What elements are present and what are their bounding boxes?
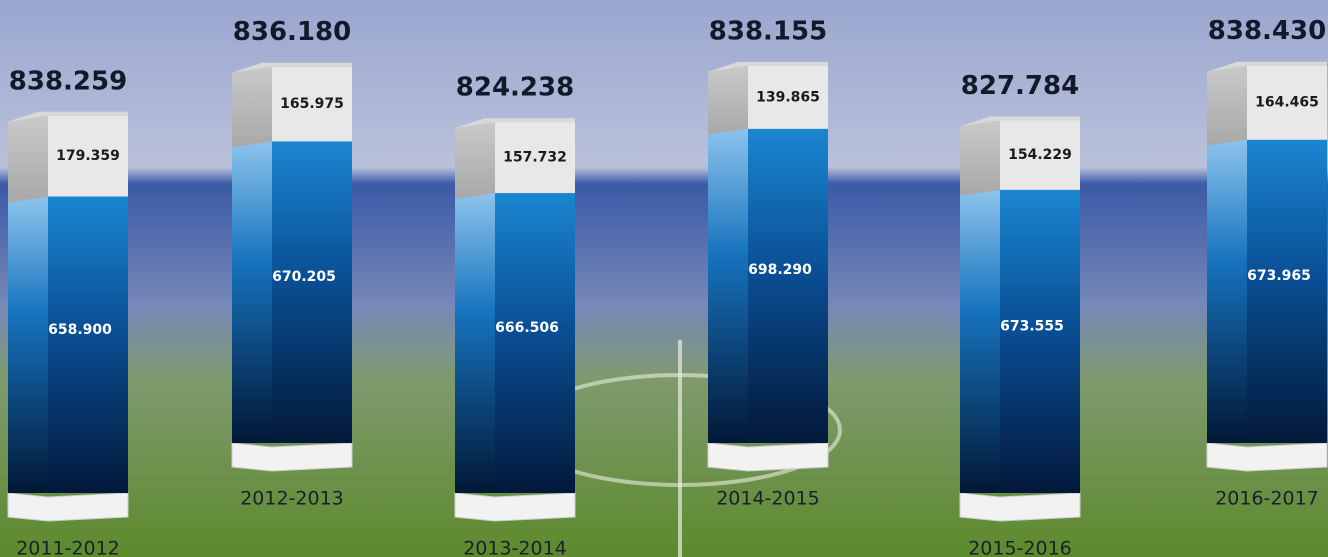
total-label: 838.259 [9, 66, 127, 96]
bar-face-left [232, 67, 272, 148]
bar-face-right [48, 196, 128, 493]
bar-face-left [1207, 66, 1247, 146]
category-label: 2013-2014 [463, 538, 567, 557]
bar-face-left [232, 141, 272, 443]
total-label: 838.155 [709, 16, 827, 46]
segment-label: 164.465 [1255, 95, 1319, 111]
segment-label: 179.359 [56, 148, 120, 164]
bar-face-right [748, 129, 828, 443]
segment-label: 165.975 [280, 96, 344, 112]
total-label: 824.238 [456, 73, 574, 103]
bar-face-right [272, 141, 352, 443]
bar-segment-blue [232, 141, 352, 443]
chart: 658.900 179.359 838.259 2011-2012 670.205 165… [0, 0, 1328, 557]
category-label: 2014-2015 [716, 488, 820, 510]
bar-base [455, 493, 575, 521]
bar-base [1207, 443, 1327, 471]
bar-face-left [708, 66, 748, 135]
bar-face-right [1247, 140, 1327, 443]
bar-face-left [1207, 140, 1247, 443]
category-label: 2012-2013 [240, 488, 344, 510]
bar-segment-blue [455, 193, 575, 493]
category-label: 2011-2012 [16, 538, 120, 557]
bar-face-right [495, 193, 575, 493]
category-label: 2015-2016 [968, 538, 1072, 557]
segment-label: 139.865 [756, 89, 820, 105]
bar-face-left [960, 120, 1000, 195]
background [0, 0, 1328, 557]
bar-face-left [8, 116, 48, 203]
bar-face-right [1000, 190, 1080, 493]
total-label: 836.180 [233, 17, 351, 47]
total-label: 838.430 [1208, 16, 1326, 46]
segment-label: 154.229 [1008, 147, 1072, 163]
segment-label: 698.290 [748, 262, 812, 278]
bar-face-left [8, 196, 48, 493]
bar-base [960, 493, 1080, 521]
bar-segment-blue [960, 190, 1080, 493]
segment-label: 157.732 [503, 150, 567, 166]
bar-base [232, 443, 352, 471]
bar-segment-blue [1207, 140, 1327, 443]
segment-label: 673.965 [1247, 268, 1311, 284]
bar-base [8, 493, 128, 521]
segment-label: 670.205 [272, 269, 336, 285]
bar-face-left [960, 190, 1000, 493]
bar-segment-blue [708, 129, 828, 443]
bar-segment-blue [8, 196, 128, 493]
total-label: 827.784 [961, 71, 1079, 101]
segment-label: 673.555 [1000, 318, 1064, 334]
bar-face-left [455, 122, 495, 199]
bar-face-left [455, 193, 495, 493]
bar-base [708, 443, 828, 471]
segment-label: 658.900 [48, 322, 112, 338]
category-label: 2016-2017 [1215, 488, 1319, 510]
bar-face-left [708, 129, 748, 443]
segment-label: 666.506 [495, 320, 559, 336]
